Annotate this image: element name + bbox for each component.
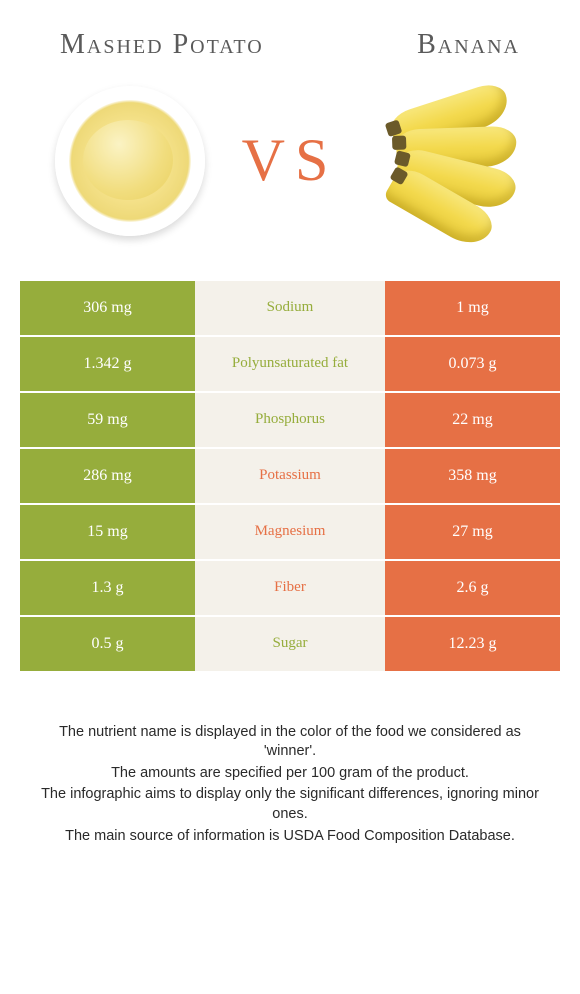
table-row: 15 mgMagnesium27 mg	[20, 505, 560, 561]
right-value-cell: 12.23 g	[385, 617, 560, 673]
footnotes: The nutrient name is displayed in the co…	[20, 723, 560, 846]
titles-row: Mashed Potato Banana	[20, 30, 560, 61]
left-value-cell: 0.5 g	[20, 617, 195, 673]
right-value-cell: 27 mg	[385, 505, 560, 561]
table-row: 1.3 gFiber2.6 g	[20, 561, 560, 617]
left-value-cell: 59 mg	[20, 393, 195, 449]
nutrient-comparison-table: 306 mgSodium1 mg1.342 gPolyunsaturated f…	[20, 281, 560, 673]
right-value-cell: 1 mg	[385, 281, 560, 337]
table-row: 1.342 gPolyunsaturated fat0.073 g	[20, 337, 560, 393]
left-value-cell: 306 mg	[20, 281, 195, 337]
right-value-cell: 358 mg	[385, 449, 560, 505]
left-value-cell: 1.342 g	[20, 337, 195, 393]
left-value-cell: 1.3 g	[20, 561, 195, 617]
mashed-potato-icon	[55, 86, 205, 236]
banana-icon	[370, 81, 530, 241]
table-row: 0.5 gSugar12.23 g	[20, 617, 560, 673]
images-vs-row: VS	[20, 81, 560, 241]
nutrient-name-cell: Magnesium	[195, 505, 385, 561]
right-value-cell: 0.073 g	[385, 337, 560, 393]
left-food-image	[50, 81, 210, 241]
left-value-cell: 286 mg	[20, 449, 195, 505]
left-food-title: Mashed Potato	[20, 30, 290, 61]
table-row: 286 mgPotassium358 mg	[20, 449, 560, 505]
nutrient-name-cell: Sodium	[195, 281, 385, 337]
infographic-container: Mashed Potato Banana VS 306 mgSodium1 mg…	[0, 0, 580, 868]
left-value-cell: 15 mg	[20, 505, 195, 561]
vs-label: VS	[242, 126, 339, 195]
nutrient-name-cell: Polyunsaturated fat	[195, 337, 385, 393]
table-row: 306 mgSodium1 mg	[20, 281, 560, 337]
right-value-cell: 22 mg	[385, 393, 560, 449]
right-food-title: Banana	[290, 30, 560, 61]
footnote-line: The infographic aims to display only the…	[38, 785, 542, 824]
nutrient-name-cell: Potassium	[195, 449, 385, 505]
right-food-image	[370, 81, 530, 241]
right-value-cell: 2.6 g	[385, 561, 560, 617]
footnote-line: The main source of information is USDA F…	[38, 827, 542, 847]
footnote-line: The nutrient name is displayed in the co…	[38, 723, 542, 762]
nutrient-name-cell: Sugar	[195, 617, 385, 673]
footnote-line: The amounts are specified per 100 gram o…	[38, 764, 542, 784]
table-row: 59 mgPhosphorus22 mg	[20, 393, 560, 449]
nutrient-name-cell: Fiber	[195, 561, 385, 617]
nutrient-name-cell: Phosphorus	[195, 393, 385, 449]
